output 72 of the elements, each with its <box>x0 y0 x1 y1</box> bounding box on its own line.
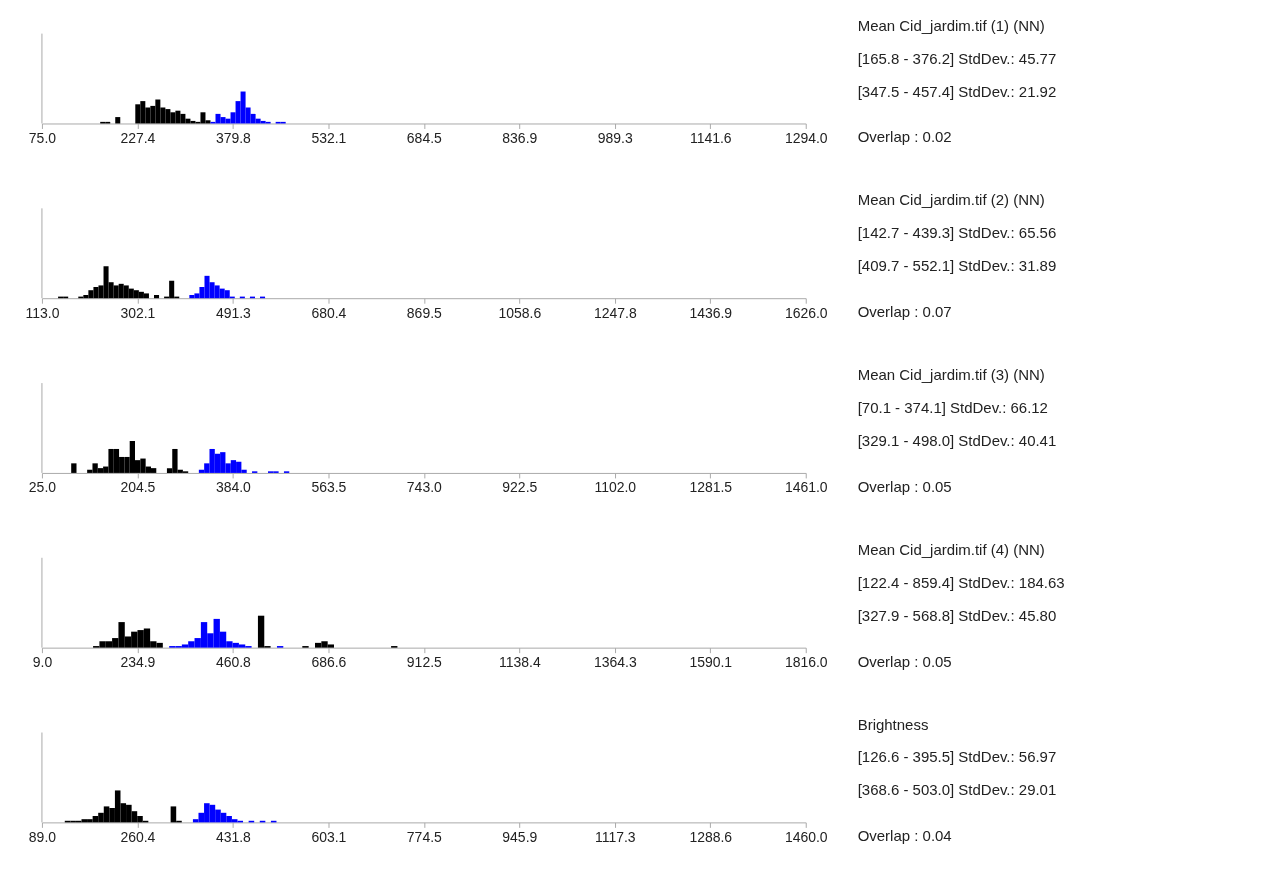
text: Overlap : 0.05 <box>857 652 952 670</box>
text: [122.4 - 859.4] StdDev.: 184.63 <box>857 573 1065 591</box>
x-tick-label: 302.1 <box>120 304 156 321</box>
x-tick-label: 1461.0 <box>784 479 828 496</box>
text: Overlap : 0.02 <box>857 128 952 146</box>
text: Mean Cid_jardim.tif (4) (NN) <box>857 540 1045 558</box>
x-tick-label: 532.1 <box>311 129 347 146</box>
x-tick-label: 869.5 <box>406 304 443 321</box>
text: Brightness <box>857 715 929 733</box>
x-tick-label: 25.0 <box>28 479 57 496</box>
x-tick-label: 9.0 <box>32 654 53 671</box>
x-tick-label: 912.5 <box>406 654 443 671</box>
x-tick-label: 260.4 <box>120 828 156 845</box>
x-tick-label: 89.0 <box>28 828 57 845</box>
text: Overlap : 0.05 <box>857 477 952 495</box>
x-tick-label: 1288.6 <box>689 828 733 845</box>
x-tick-label: 836.9 <box>502 129 538 146</box>
x-tick-label: 384.0 <box>215 479 252 496</box>
x-tick-label: 686.6 <box>311 654 347 671</box>
x-tick-label: 1460.0 <box>784 828 828 845</box>
x-tick-label: 1364.3 <box>593 654 637 671</box>
x-tick-label: 743.0 <box>406 479 443 496</box>
x-tick-label: 234.9 <box>120 654 156 671</box>
text: [329.1 - 498.0] StdDev.: 40.41 <box>857 431 1057 449</box>
x-tick-label: 1626.0 <box>784 304 828 321</box>
x-tick-label: 431.8 <box>215 828 252 845</box>
x-tick-label: 563.5 <box>311 479 347 496</box>
bar <box>115 117 121 124</box>
text: [347.5 - 457.4] StdDev.: 21.92 <box>857 82 1057 100</box>
text: Overlap : 0.07 <box>857 303 952 321</box>
text: [327.9 - 568.8] StdDev.: 45.80 <box>857 606 1057 624</box>
bar <box>150 468 157 473</box>
text: [409.7 - 552.1] StdDev.: 31.89 <box>857 257 1057 275</box>
bar <box>71 463 77 473</box>
text: Mean Cid_jardim.tif (2) (NN) <box>857 191 1045 209</box>
x-tick-label: 1436.9 <box>689 304 733 321</box>
x-tick-label: 603.1 <box>311 828 347 845</box>
bar <box>189 295 195 299</box>
x-tick-label: 684.5 <box>406 129 443 146</box>
x-tick-label: 1816.0 <box>784 654 828 671</box>
x-tick-label: 1281.5 <box>689 479 733 496</box>
x-tick-label: 75.0 <box>28 129 57 146</box>
x-tick-label: 113.0 <box>25 304 60 321</box>
text: [368.6 - 503.0] StdDev.: 29.01 <box>857 781 1057 799</box>
x-tick-label: 1058.6 <box>498 304 542 321</box>
text: Mean Cid_jardim.tif (3) (NN) <box>857 366 1045 384</box>
x-tick-label: 1141.6 <box>689 129 732 146</box>
x-tick-label: 922.5 <box>502 479 538 496</box>
x-tick-label: 1117.3 <box>594 828 636 845</box>
x-tick-label: 680.4 <box>311 304 347 321</box>
text: [165.8 - 376.2] StdDev.: 45.77 <box>857 49 1057 67</box>
x-tick-label: 1294.0 <box>784 129 828 146</box>
x-tick-label: 204.5 <box>120 479 156 496</box>
x-tick-label: 1102.0 <box>594 479 637 496</box>
x-tick-label: 491.3 <box>215 304 252 321</box>
x-tick-label: 945.9 <box>502 828 538 845</box>
x-tick-label: 1247.8 <box>593 304 637 321</box>
x-tick-label: 1138.4 <box>498 654 541 671</box>
x-tick-label: 460.8 <box>215 654 252 671</box>
x-tick-label: 989.3 <box>597 129 633 146</box>
text: [126.6 - 395.5] StdDev.: 56.97 <box>857 748 1057 766</box>
x-tick-label: 1590.1 <box>689 654 733 671</box>
bar <box>135 104 141 124</box>
bar <box>154 295 160 299</box>
x-tick-label: 379.8 <box>215 129 252 146</box>
bar <box>143 293 149 299</box>
x-tick-label: 774.5 <box>406 828 443 845</box>
text: Mean Cid_jardim.tif (1) (NN) <box>857 16 1045 34</box>
text: [70.1 - 374.1] StdDev.: 66.12 <box>857 399 1048 417</box>
text: Overlap : 0.04 <box>857 827 952 845</box>
text: [142.7 - 439.3] StdDev.: 65.56 <box>857 224 1057 242</box>
x-tick-label: 227.4 <box>120 129 156 146</box>
